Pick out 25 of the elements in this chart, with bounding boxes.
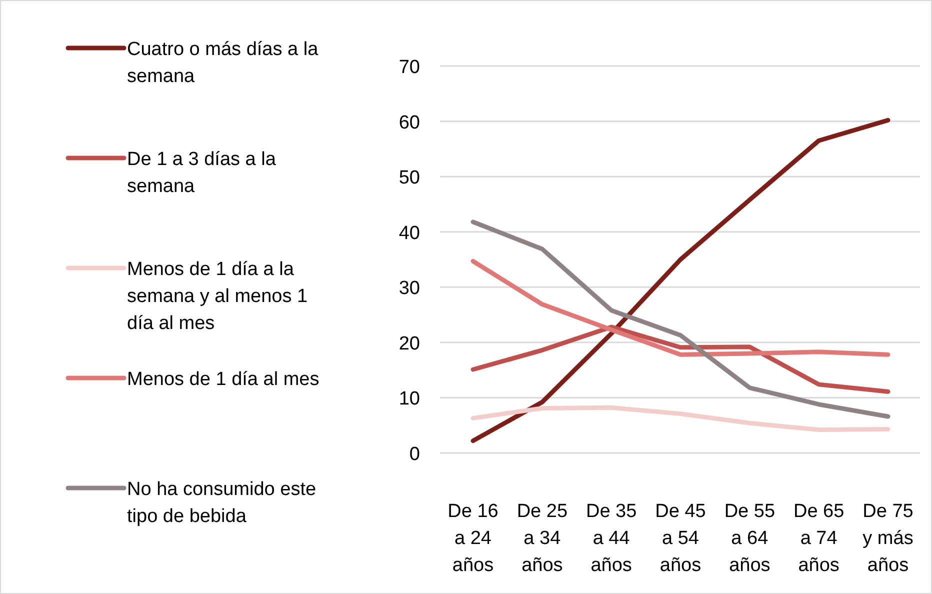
x-tick-label: De 45 a 54 años <box>655 501 706 576</box>
legend-label: Cuatro o más días a la semana <box>127 39 319 87</box>
legend-label: Menos de 1 día al mes <box>127 369 320 390</box>
legend-label: No ha consumido este tipo de bebida <box>127 479 316 527</box>
line-series <box>470 220 890 419</box>
y-tick-label: 30 <box>398 278 420 300</box>
y-tick-label: 40 <box>398 222 420 244</box>
line-series <box>470 324 890 394</box>
x-tick-label: De 35 a 44 años <box>586 501 637 576</box>
x-tick-label: De 65 a 74 años <box>793 501 844 576</box>
y-tick-label: 60 <box>398 112 420 134</box>
legend-label: De 1 a 3 días a la semana <box>127 149 276 197</box>
x-tick-label: De 55 a 64 años <box>724 501 776 576</box>
legend-label: Menos de 1 día a la semana y al menos 1 día al mes <box>127 259 308 334</box>
y-tick-label: 10 <box>398 388 420 410</box>
y-tick-label: 50 <box>398 168 420 189</box>
line-series <box>470 118 890 444</box>
y-tick-label: 0 <box>409 444 420 465</box>
x-tick-label: De 16 a 24 años <box>448 501 498 576</box>
line-series <box>470 405 890 432</box>
y-tick-label: 20 <box>398 333 420 354</box>
line-series <box>470 258 890 357</box>
x-tick-label: De 75 y más años <box>862 501 914 576</box>
y-tick-label: 70 <box>398 57 420 78</box>
x-tick-label: De 25 a 34 años <box>516 501 568 576</box>
